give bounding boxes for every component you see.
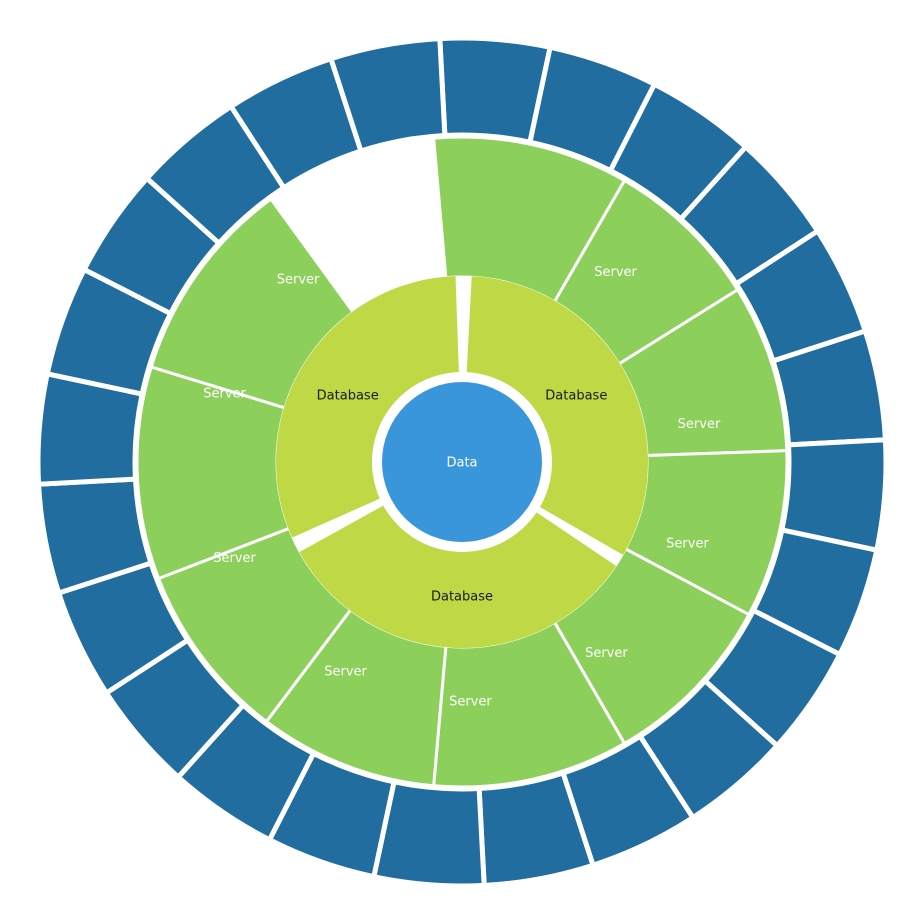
outer-ring (35, 35, 889, 889)
server-label: Server (213, 551, 256, 566)
database-segment[interactable] (299, 505, 617, 649)
data-core[interactable]: Data (382, 382, 542, 542)
database-label: Database (431, 590, 493, 605)
database-segment[interactable] (276, 276, 459, 538)
database-segment[interactable] (466, 276, 648, 555)
data-core-circle[interactable] (382, 382, 542, 542)
database-ring: Database Database Database (276, 276, 648, 649)
server-label: Server (277, 272, 320, 287)
server-label: Server (203, 386, 246, 401)
server-label: Server (398, 213, 441, 228)
outer-ring-segment[interactable] (327, 35, 448, 155)
database-label: Database (317, 389, 379, 404)
database-label: Database (545, 389, 607, 404)
server-label: Server (678, 417, 721, 432)
server-label: Server (324, 664, 367, 679)
server-label: Server (594, 265, 637, 280)
server-label: Server (585, 646, 628, 661)
data-core-label: Data (446, 456, 477, 471)
server-label: Server (666, 537, 709, 552)
server-label: Server (449, 694, 492, 709)
